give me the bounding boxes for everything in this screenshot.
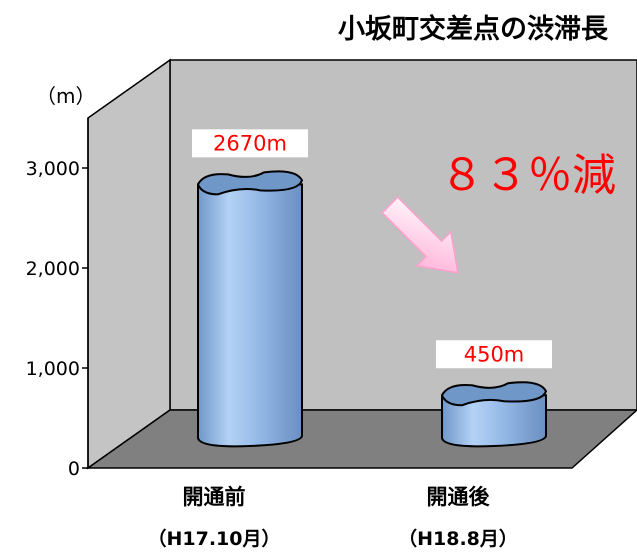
bar-top: [196, 170, 304, 196]
data-label-bg: [436, 340, 552, 369]
bar: 450m: [436, 340, 552, 448]
y-tick-label: 0: [68, 458, 80, 480]
data-label-bg: [192, 129, 308, 158]
chart-title: 小坂町交差点の渋滞長: [338, 13, 609, 45]
bar: 2670m: [192, 129, 308, 448]
y-axis-unit-label: （m）: [36, 84, 95, 108]
bars: 2670m 開通前 （H17.10月） 450m 開通後 （H18.8月）: [147, 129, 552, 550]
floor: [85, 409, 637, 469]
x-category-sublabel: （H17.10月）: [147, 527, 280, 550]
left-wall: [87, 58, 171, 470]
data-label: 450m: [464, 342, 525, 366]
y-axis: 0 1,000 2,000 3,000: [26, 118, 89, 480]
y-tick-label: 2,000: [26, 258, 80, 280]
y-tick-label: 1,000: [26, 358, 80, 380]
decrease-arrow-icon: [381, 196, 459, 274]
x-category-label: 開通前: [183, 485, 246, 509]
x-category-label: 開通後: [427, 485, 491, 509]
reduction-annotation: ８３％減: [440, 150, 616, 201]
bar-top: [440, 381, 548, 407]
data-label: 2670m: [213, 131, 287, 155]
y-tick-label: 3,000: [26, 158, 80, 180]
x-category-sublabel: （H18.8月）: [398, 527, 518, 550]
bar-body: [441, 394, 547, 448]
bar-body: [197, 183, 303, 448]
